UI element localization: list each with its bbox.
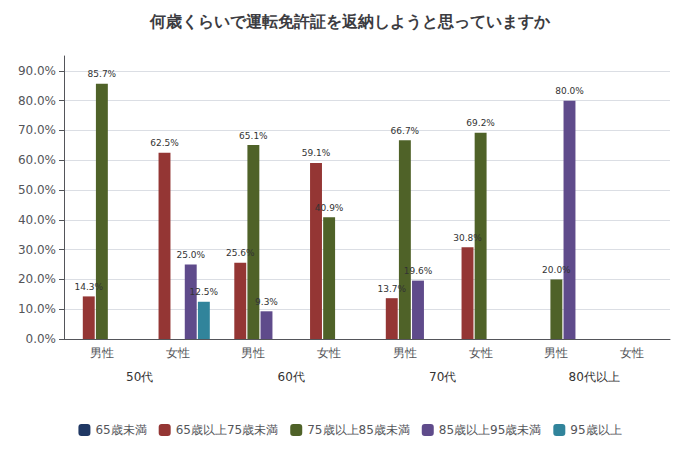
svg-text:60.0%: 60.0% xyxy=(18,153,56,167)
svg-text:25.0%: 25.0% xyxy=(176,250,205,260)
svg-text:60代: 60代 xyxy=(278,370,305,384)
svg-text:25.6%: 25.6% xyxy=(226,248,255,258)
svg-text:男性: 男性 xyxy=(241,346,265,360)
svg-text:66.7%: 66.7% xyxy=(391,126,420,136)
svg-text:80.0%: 80.0% xyxy=(18,94,56,108)
svg-text:80.0%: 80.0% xyxy=(555,86,584,96)
svg-text:50.0%: 50.0% xyxy=(18,183,56,197)
svg-text:65.1%: 65.1% xyxy=(239,131,268,141)
svg-text:女性: 女性 xyxy=(469,346,493,360)
svg-text:40.0%: 40.0% xyxy=(18,213,56,227)
svg-text:80代以上: 80代以上 xyxy=(569,370,620,384)
svg-text:70代: 70代 xyxy=(429,370,456,384)
svg-text:85.7%: 85.7% xyxy=(88,69,117,79)
svg-text:14.3%: 14.3% xyxy=(74,282,103,292)
svg-text:85歳以上95歳未満: 85歳以上95歳未満 xyxy=(439,423,542,437)
svg-text:40.9%: 40.9% xyxy=(315,203,344,213)
svg-text:95歳以上: 95歳以上 xyxy=(570,423,621,437)
svg-text:19.6%: 19.6% xyxy=(404,266,433,276)
svg-text:0.0%: 0.0% xyxy=(26,332,57,346)
svg-text:10.0%: 10.0% xyxy=(18,302,56,316)
svg-text:75歳以上85歳未満: 75歳以上85歳未満 xyxy=(307,423,410,437)
svg-text:女性: 女性 xyxy=(317,346,341,360)
svg-text:30.0%: 30.0% xyxy=(18,243,56,257)
svg-text:20.0%: 20.0% xyxy=(542,265,571,275)
svg-text:男性: 男性 xyxy=(393,346,417,360)
svg-text:65歳以上75歳未満: 65歳以上75歳未満 xyxy=(176,423,279,437)
svg-text:女性: 女性 xyxy=(620,346,644,360)
svg-text:65歳未満: 65歳未満 xyxy=(95,423,146,437)
svg-text:12.5%: 12.5% xyxy=(190,287,219,297)
svg-text:何歳くらいで運転免許証を返納しようと思っていますか: 何歳くらいで運転免許証を返納しようと思っていますか xyxy=(149,12,551,31)
svg-text:69.2%: 69.2% xyxy=(466,118,495,128)
svg-text:70.0%: 70.0% xyxy=(18,123,56,137)
svg-text:9.3%: 9.3% xyxy=(255,297,278,307)
svg-text:90.0%: 90.0% xyxy=(18,64,56,78)
svg-text:50代: 50代 xyxy=(126,370,153,384)
svg-text:59.1%: 59.1% xyxy=(302,148,331,158)
svg-text:13.7%: 13.7% xyxy=(377,284,406,294)
svg-text:男性: 男性 xyxy=(90,346,114,360)
svg-text:62.5%: 62.5% xyxy=(150,138,179,148)
svg-text:20.0%: 20.0% xyxy=(18,272,56,286)
svg-text:30.8%: 30.8% xyxy=(453,233,482,243)
svg-text:女性: 女性 xyxy=(166,346,190,360)
svg-text:男性: 男性 xyxy=(544,346,568,360)
